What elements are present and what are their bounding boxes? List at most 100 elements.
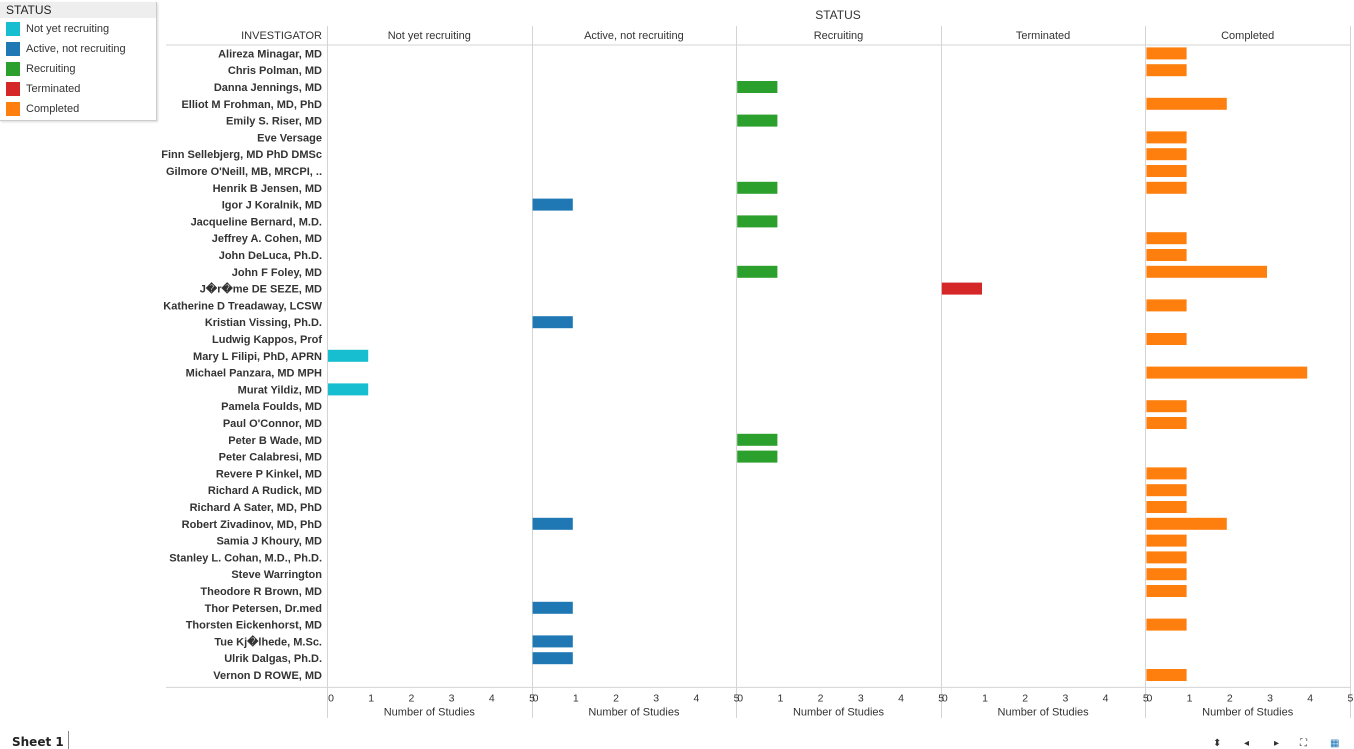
x-tick-label: 1: [777, 692, 783, 704]
investigator-label: Finn Sellebjerg, MD PhD DMSc: [161, 149, 322, 161]
legend-label: Active, not recruiting: [26, 43, 126, 55]
legend-item-not-yet-recruiting[interactable]: Not yet recruiting: [6, 22, 109, 36]
investigator-label: Mary L Filipi, PhD, APRN: [193, 351, 322, 363]
x-tick-label: 3: [1267, 692, 1273, 704]
investigator-label: J�r�me DE SEZE, MD: [200, 282, 322, 296]
sheet-tab[interactable]: Sheet 1: [12, 735, 64, 749]
investigator-label: Jeffrey A. Cohen, MD: [212, 233, 322, 245]
investigator-label: Alireza Minagar, MD: [218, 48, 322, 60]
investigator-label: Ulrik Dalgas, Ph.D.: [224, 653, 322, 665]
x-tick-label: 3: [653, 692, 659, 704]
investigator-label: Chris Polman, MD: [228, 65, 322, 77]
legend-item-active-not-recruiting[interactable]: Active, not recruiting: [6, 42, 126, 56]
bar-recruiting: [737, 450, 778, 463]
bar-completed: [1146, 484, 1187, 497]
bar-active-not-recruiting: [532, 635, 573, 648]
x-tick-label: 2: [408, 692, 414, 704]
investigator-label: Pamela Foulds, MD: [221, 401, 322, 413]
bar-completed: [1146, 299, 1187, 312]
x-axis-label: Number of Studies: [588, 706, 680, 718]
bar-completed: [1146, 97, 1227, 110]
grid-view-icon[interactable]: ▦: [1330, 738, 1340, 749]
bar-completed: [1146, 131, 1187, 144]
column-header-not-yet-recruiting: Not yet recruiting: [388, 30, 471, 42]
bar-completed: [1146, 64, 1187, 77]
investigator-label: Theodore R Brown, MD: [200, 586, 322, 598]
bar-active-not-recruiting: [532, 198, 573, 211]
bar-not-yet-recruiting: [328, 349, 369, 362]
bar-completed: [1146, 417, 1187, 429]
bar-completed: [1146, 585, 1187, 597]
bar-completed: [1146, 501, 1187, 513]
bar-completed: [1146, 467, 1187, 480]
bar-completed: [1146, 618, 1187, 631]
x-tick-label: 5: [1143, 692, 1149, 704]
bar-terminated: [941, 282, 982, 295]
investigator-label: Paul O'Connor, MD: [223, 418, 322, 430]
x-tick-label: 5: [529, 692, 535, 704]
x-tick-label: 2: [613, 692, 619, 704]
investigator-label: Richard A Sater, MD, PhD: [190, 502, 322, 514]
investigator-label: Elliot M Frohman, MD, PhD: [181, 99, 322, 111]
fullscreen-icon[interactable]: ⛶: [1300, 738, 1307, 749]
legend-swatch-completed: [6, 102, 20, 116]
column-header-terminated: Terminated: [1016, 30, 1070, 42]
bar-completed: [1146, 265, 1267, 278]
x-tick-label: 3: [449, 692, 455, 704]
x-tick-label: 0: [1146, 692, 1152, 704]
x-axis-label: Number of Studies: [793, 706, 885, 718]
legend-item-recruiting[interactable]: Recruiting: [6, 62, 76, 76]
investigator-label: Thor Petersen, Dr.med: [205, 603, 322, 615]
x-tick-label: 5: [734, 692, 740, 704]
bar-recruiting: [737, 81, 778, 93]
status-legend[interactable]: STATUS Not yet recruiting Active, not re…: [0, 2, 157, 121]
status-bar-chart: STATUS INVESTIGATOR Not yet recruiting 0 1 2 3…: [161, 8, 1353, 718]
investigator-label: Thorsten Eickenhorst, MD: [186, 620, 322, 632]
x-tick-label: 4: [489, 692, 495, 704]
legend-label: Terminated: [26, 83, 81, 95]
x-tick-label: 0: [328, 692, 334, 704]
next-sheet-icon[interactable]: ▸: [1274, 738, 1280, 749]
bar-completed: [1146, 534, 1187, 547]
x-tick-label: 1: [573, 692, 579, 704]
x-tick-label: 4: [898, 692, 904, 704]
column-header-recruiting: Recruiting: [814, 30, 864, 42]
x-tick-label: 2: [1022, 692, 1028, 704]
bar-completed: [1146, 333, 1187, 345]
bar-completed: [1146, 551, 1187, 564]
investigator-label: Kristian Vissing, Ph.D.: [205, 317, 322, 329]
investigator-label: Henrik B Jensen, MD: [213, 183, 322, 195]
x-tick-label: 4: [693, 692, 699, 704]
investigator-label: Igor J Koralnik, MD: [222, 200, 322, 212]
previous-sheet-icon[interactable]: ◂: [1244, 738, 1250, 749]
legend-item-completed[interactable]: Completed: [6, 102, 79, 116]
investigator-label: Emily S. Riser, MD: [226, 116, 322, 128]
legend-item-terminated[interactable]: Terminated: [6, 82, 80, 96]
x-tick-label: 0: [737, 692, 743, 704]
investigator-label: Tue Kj�lhede, M.Sc.: [214, 634, 322, 648]
x-tick-label: 2: [1227, 692, 1233, 704]
sort-icon[interactable]: ⬍: [1213, 738, 1222, 749]
x-tick-label: 0: [942, 692, 948, 704]
bar-recruiting: [737, 114, 778, 127]
investigator-label: Robert Zivadinov, MD, PhD: [182, 519, 322, 531]
investigator-label: Vernon D ROWE, MD: [213, 670, 322, 682]
x-axis-label: Number of Studies: [384, 706, 476, 718]
investigator-label: Richard A Rudick, MD: [208, 485, 322, 497]
investigator-label: John DeLuca, Ph.D.: [219, 250, 322, 262]
investigator-label: Jacqueline Bernard, M.D.: [191, 216, 322, 228]
bar-recruiting: [737, 433, 778, 446]
legend-label: Recruiting: [26, 63, 76, 75]
investigator-label: Eve Versage: [257, 132, 322, 144]
investigator-label: Revere P Kinkel, MD: [216, 468, 322, 480]
x-tick-label: 2: [818, 692, 824, 704]
x-tick-label: 5: [1347, 692, 1353, 704]
investigator-label: Peter Calabresi, MD: [219, 452, 322, 464]
bar-completed: [1146, 669, 1187, 681]
row-header: INVESTIGATOR: [241, 30, 322, 42]
bar-completed: [1146, 148, 1187, 161]
column-header-completed: Completed: [1221, 30, 1274, 42]
bar-completed: [1146, 400, 1187, 413]
bar-completed: [1146, 366, 1308, 379]
legend-label: Completed: [26, 103, 80, 115]
